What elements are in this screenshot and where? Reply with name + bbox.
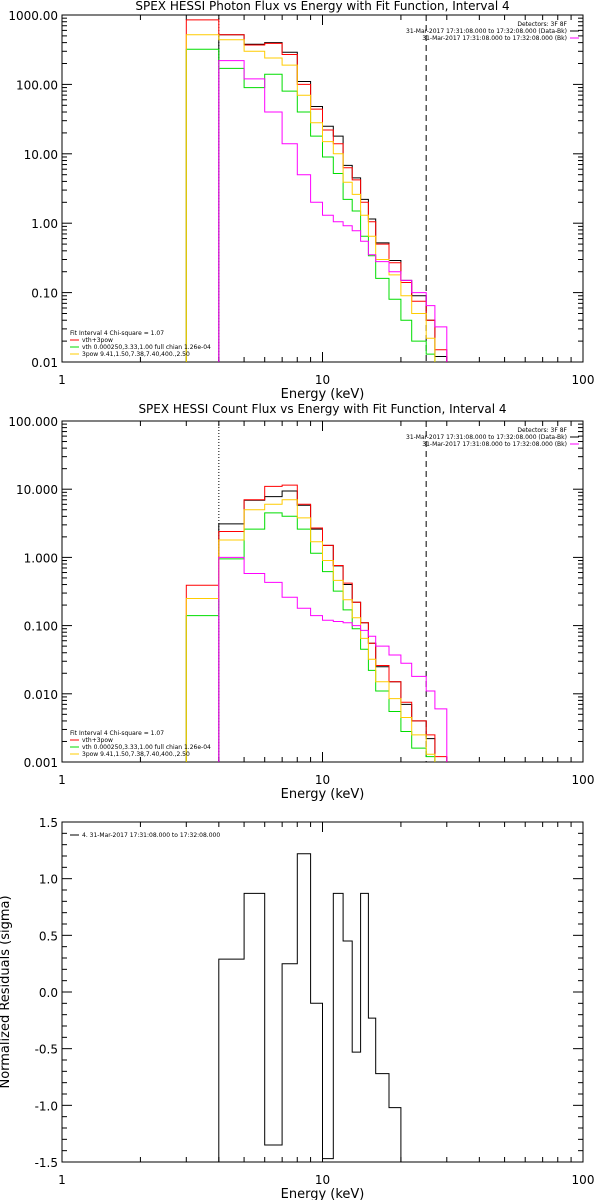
y-tick-label: 0.01 [31, 356, 58, 370]
x-tick-label: 100 [572, 773, 595, 787]
series-group [185, 19, 448, 362]
y-tick-label: 1.00 [31, 217, 58, 231]
x-axis-label: Energy (keV) [281, 387, 365, 402]
plot-frame [61, 14, 584, 363]
y-tick-label: 0.0 [39, 986, 58, 1000]
y-tick-label: 100.00 [16, 78, 58, 92]
y-tick-label: -1.5 [35, 1156, 58, 1170]
x-axis-label: Energy (keV) [281, 787, 365, 802]
legend-entry: vth 0.000250,3.33,1.00 full chian 1.26e-… [82, 744, 211, 751]
series-3pow [185, 34, 436, 362]
y-tick-label: 1.0 [39, 873, 58, 887]
y-tick-label: 0.010 [24, 688, 58, 702]
plot-frame [61, 420, 584, 763]
x-tick-label: 10 [315, 1173, 330, 1187]
x-tick-label: 1 [58, 373, 66, 387]
series-group [218, 853, 412, 1162]
y-axis-label: Normalized Residuals (sigma) [0, 895, 13, 1088]
legend-entry: 31-Mar-2017 17:31:08.000 to 17:32:08.000… [406, 28, 567, 35]
y-tick-label: -1.0 [35, 1099, 58, 1113]
series-bk [218, 60, 448, 362]
x-axis-label: Energy (keV) [281, 1187, 365, 1200]
legend-entry: vth+3pow [82, 737, 113, 744]
series-4-31-mar-2017-17-31-08-000-to-17-32-08-000 [218, 853, 412, 1162]
x-tick-label: 100 [572, 1173, 595, 1187]
series-data-bk [218, 490, 436, 762]
legend-entry: 31-Mar-2017 17:31:08.000 to 17:32:08.000… [422, 441, 567, 448]
residuals-panel: 1 10 100 Energy (keV) -1.5 -1.0 -0.5 0.0 0.5 1.0 1… [0, 816, 594, 1200]
x-tick-label: 10 [315, 773, 330, 787]
chart-title: SPEX HESSI Photon Flux vs Energy with Fi… [135, 0, 509, 13]
legend-entry: 31-Mar-2017 17:31:08.000 to 17:32:08.000… [422, 35, 567, 42]
x-tick-label: 100 [572, 373, 595, 387]
y-tick-label: 1000.00 [8, 9, 58, 23]
legend-entry: 4. 31-Mar-2017 17:31:08.000 to 17:32:08.… [82, 832, 220, 839]
legend-entry: Detectors: 3F 8F [517, 427, 567, 434]
count-flux-panel: SPEX HESSI Count Flux vs Energy with Fit… [8, 402, 594, 802]
y-tick-label: 0.100 [24, 620, 58, 634]
y-tick-label: 1.000 [24, 551, 58, 565]
y-tick-label: 0.10 [31, 287, 58, 301]
series-group [185, 484, 448, 762]
legend-entry: 31-Mar-2017 17:31:08.000 to 17:32:08.000… [406, 434, 567, 441]
series-data-bk [218, 34, 448, 362]
series-vth [185, 512, 436, 762]
series-vth-3pow [185, 19, 448, 362]
series-3pow [185, 499, 436, 762]
legend-entry: vth 0.000250,3.33,1.00 full chian 1.26e-… [82, 344, 211, 351]
y-tick-label: 10.000 [16, 483, 58, 497]
y-tick-label: 100.000 [8, 415, 58, 429]
legend-entry: Detectors: 3F 8F [517, 21, 567, 28]
y-tick-label: 0.001 [24, 756, 58, 770]
x-tick-label: 1 [58, 1173, 66, 1187]
legend-entry: Fit Interval 4 Chi-square = 1.07 [70, 330, 164, 337]
y-tick-label: -0.5 [35, 1043, 58, 1057]
y-tick-label: 1.5 [39, 816, 58, 830]
photon-flux-panel: SPEX HESSI Photon Flux vs Energy with Fi… [8, 0, 594, 402]
y-tick-label: 0.5 [39, 929, 58, 943]
chart-title: SPEX HESSI Count Flux vs Energy with Fit… [138, 402, 506, 416]
legend-entry: 3pow 9.41,1.50,7.38,7.40,400.,2.50 [82, 351, 190, 358]
legend-entry: Fit Interval 4 Chi-square = 1.07 [70, 730, 164, 737]
y-tick-label: 10.00 [24, 148, 58, 162]
x-tick-label: 10 [315, 373, 330, 387]
x-tick-label: 1 [58, 773, 66, 787]
legend-entry: vth+3pow [82, 337, 113, 344]
series-bk [218, 556, 448, 762]
legend-entry: 3pow 9.41,1.50,7.38,7.40,400.,2.50 [82, 751, 190, 758]
series-vth-3pow [185, 484, 448, 762]
